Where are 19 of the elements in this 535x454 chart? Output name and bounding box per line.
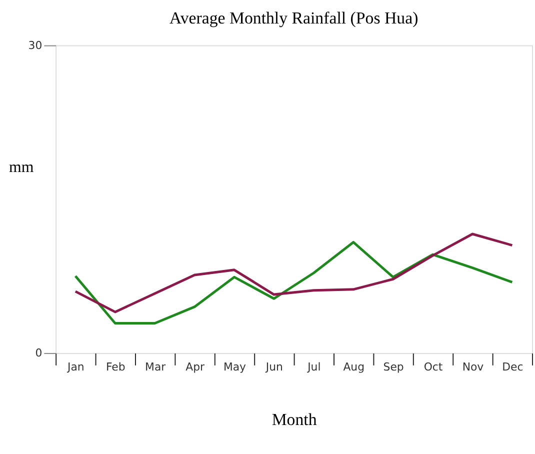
line-series — [74, 232, 514, 314]
x-tick-label: Feb — [106, 360, 126, 374]
x-tick-label: Dec — [502, 360, 524, 374]
x-tick-label: Jun — [264, 360, 283, 374]
chart-title: Average Monthly Rainfall (Pos Hua) — [169, 8, 418, 28]
line-series — [74, 240, 514, 324]
x-tick-label: May — [223, 360, 247, 374]
y-tick-label: 30 — [28, 38, 42, 52]
x-tick-label: Apr — [186, 360, 205, 374]
x-tick-label: Jul — [306, 360, 321, 374]
y-axis-title: mm — [8, 158, 34, 176]
x-tick-label: Oct — [424, 360, 444, 374]
x-tick-label: Sep — [383, 360, 404, 374]
x-tick-label: Nov — [462, 360, 484, 374]
x-tick-label: Jan — [66, 360, 84, 374]
y-tick-label: 0 — [35, 346, 42, 360]
x-tick-label: Mar — [145, 360, 166, 374]
x-axis-title: Month — [272, 410, 318, 429]
x-tick-label: Aug — [343, 360, 365, 374]
